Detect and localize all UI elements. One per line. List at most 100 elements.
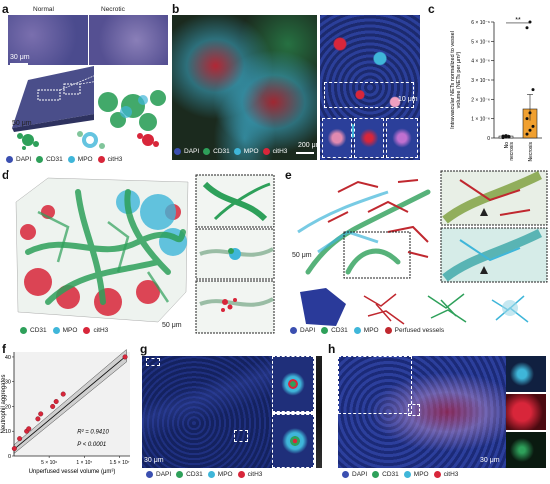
- panel-h-box: [408, 404, 420, 416]
- x-axis-label: Unperfused vessel volume (μm³): [29, 469, 116, 475]
- panel-a-3d-block: [12, 66, 167, 132]
- panel-b-scale1: 200 μm: [298, 142, 322, 149]
- y-tick-label: 4 × 10⁻⁶: [471, 59, 490, 65]
- legend-cith3: citH3: [443, 471, 459, 478]
- panel-h-legend: DAPI CD31 MPO citH3: [342, 471, 458, 478]
- perfused-dot: [384, 327, 392, 334]
- data-point: [525, 132, 529, 136]
- panel-g-inset1: [272, 356, 314, 412]
- legend-cith3: citH3: [272, 148, 288, 155]
- data-point: [17, 436, 23, 442]
- cd31-dot: [36, 156, 44, 163]
- panel-g-strip: [316, 356, 322, 468]
- panel-g-image: [142, 356, 272, 468]
- legend-cd31: CD31: [331, 327, 348, 334]
- mpo-dot: [207, 471, 215, 478]
- cd31-dot: [321, 327, 329, 334]
- panel-h-image: [338, 356, 506, 468]
- p-label: P < 0.0001: [77, 442, 106, 448]
- cd31-dot: [20, 327, 27, 334]
- data-point: [53, 399, 59, 405]
- panel-d-insets: [195, 174, 275, 334]
- legend-mpo: MPO: [413, 471, 429, 478]
- cith3-dot: [83, 327, 91, 334]
- panel-c-label: c: [428, 2, 435, 16]
- legend-cd31: CD31: [46, 156, 63, 163]
- data-point: [504, 134, 508, 138]
- y-tick-label: 20: [5, 404, 11, 410]
- data-point: [122, 354, 128, 360]
- panel-e-label: e: [285, 168, 292, 182]
- legend-dapi: DAPI: [156, 471, 172, 478]
- data-point: [501, 135, 505, 139]
- y-tick-label: 0: [8, 454, 11, 460]
- panel-a-necrotic-image: [89, 15, 168, 65]
- legend-cd31: CD31: [382, 471, 399, 478]
- r2-label: R² = 0.9410: [77, 430, 109, 436]
- data-point: [60, 391, 66, 397]
- legend-mpo: MPO: [62, 327, 78, 334]
- panel-g-scale: 30 μm: [144, 457, 164, 464]
- x-tick-label: Necrosis: [528, 142, 534, 162]
- legend-cd31: CD31: [30, 327, 47, 334]
- panel-b-inset2: [354, 118, 384, 158]
- mpo-dot: [403, 471, 411, 478]
- x-tick-label: 1.5 × 10⁷: [109, 460, 129, 466]
- panel-e-3d-volume: [297, 179, 431, 279]
- panel-e-channels: [300, 288, 529, 326]
- legend-dapi: DAPI: [300, 327, 316, 334]
- data-point: [525, 117, 529, 121]
- mpo-dot: [353, 327, 361, 334]
- y-tick-label: 3 × 10⁻⁶: [471, 78, 490, 84]
- panel-a-label: a: [2, 2, 9, 16]
- legend-cd31: CD31: [213, 148, 230, 155]
- y-tick-label: 10: [5, 429, 11, 435]
- y-tick-label: 5 × 10⁻⁶: [471, 39, 490, 45]
- legend-mpo: MPO: [243, 148, 259, 155]
- panel-d-scale: 50 μm: [162, 322, 182, 329]
- panel-g-box1: [146, 358, 160, 366]
- legend-dapi: DAPI: [184, 148, 200, 155]
- panel-a-legend: DAPI CD31 MPO citH3: [6, 156, 122, 163]
- cd31-dot: [203, 148, 211, 155]
- dapi-dot: [174, 148, 181, 155]
- y-tick-label: 6 × 10⁻⁶: [471, 20, 490, 26]
- mpo-dot: [67, 156, 75, 163]
- y-tick-label: 40: [5, 355, 11, 361]
- panel-d-label: d: [2, 168, 10, 182]
- dapi-dot: [342, 471, 349, 478]
- panel-e-scale: 50 μm: [292, 252, 312, 259]
- panel-a-thumbnails: [17, 131, 159, 150]
- y-axis-label: Intravascular NETs normalized to vesselv…: [450, 31, 462, 129]
- x-tick-label: Nonecrosis: [504, 142, 515, 161]
- panel-h-scale: 30 μm: [480, 457, 500, 464]
- panel-b-legend: DAPI CD31 MPO citH3: [174, 148, 287, 155]
- panel-b-inset-box: [324, 82, 414, 108]
- cith3-dot: [262, 148, 270, 155]
- y-tick-label: 1 × 10⁻⁶: [471, 117, 490, 123]
- mpo-dot: [52, 327, 60, 334]
- dapi-dot: [146, 471, 153, 478]
- legend-cith3: citH3: [93, 327, 109, 334]
- panel-h-zoom-box: [338, 356, 412, 414]
- panel-g-inset2: [272, 414, 314, 468]
- panel-g-label: g: [140, 342, 148, 356]
- legend-cd31: CD31: [186, 471, 203, 478]
- panel-h-strip-mpo: [506, 356, 546, 392]
- data-point: [50, 403, 56, 409]
- panel-a-scale1: 30 μm: [10, 54, 30, 61]
- data-point: [11, 446, 17, 452]
- legend-cith3: citH3: [247, 471, 263, 478]
- cith3-dot: [97, 156, 105, 163]
- legend-cith3: citH3: [107, 156, 123, 163]
- panel-g-legend: DAPI CD31 MPO citH3: [146, 471, 262, 478]
- legend-perfused: Perfused vessels: [394, 327, 445, 334]
- y-tick-label: 30: [5, 380, 11, 386]
- data-point: [531, 124, 535, 128]
- legend-mpo: MPO: [217, 471, 233, 478]
- panel-a-normal-image: [8, 15, 88, 65]
- panel-a-normal-title: Normal: [33, 6, 54, 13]
- panel-b-inset1: [322, 118, 352, 158]
- panel-b-inset3: [386, 118, 418, 158]
- data-point: [528, 128, 532, 132]
